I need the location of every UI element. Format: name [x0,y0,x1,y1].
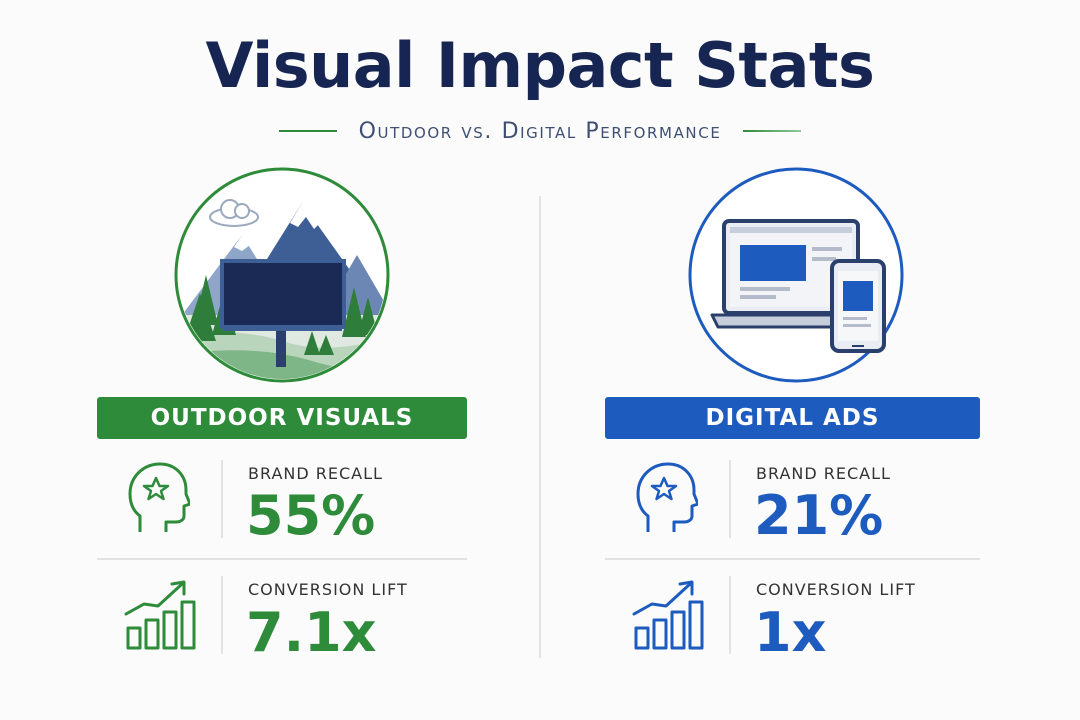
head-star-icon [128,462,190,532]
subtitle-line-left [278,130,337,132]
stat-separator [605,558,980,560]
growth-chart-icon [124,580,196,650]
conversion-lift-label: CONVERSION LIFT [248,580,408,599]
billboard-mountain-icon [174,167,390,383]
page-subtitle: Outdoor vs. Digital Performance [358,118,722,144]
brand-recall-label: BRAND RECALL [756,464,891,483]
digital-banner: DIGITAL ADS [605,397,980,439]
laptop-phone-icon [688,167,904,383]
brand-recall-label: BRAND RECALL [248,464,383,483]
conversion-lift-value: 1x [754,601,827,664]
stat-divider [729,460,731,538]
outdoor-panel: OUTDOOR VISUALS BRAND RECALL 55% CONVERS… [97,167,467,664]
page-title: Visual Impact Stats [205,29,875,102]
brand-recall-value: 55% [246,484,376,547]
stat-divider [221,460,223,538]
stat-divider [729,576,731,654]
stat-divider [221,576,223,654]
stat-separator [97,558,467,560]
outdoor-banner: OUTDOOR VISUALS [97,397,467,439]
subtitle-line-right [743,130,802,132]
conversion-lift-value: 7.1x [246,601,377,664]
growth-chart-icon [632,580,704,650]
head-star-icon [636,462,698,532]
subtitle-row: Outdoor vs. Digital Performance [0,116,1080,146]
conversion-lift-label: CONVERSION LIFT [756,580,916,599]
digital-panel: DIGITAL ADS BRAND RECALL 21% CONVERSION … [540,0,1080,720]
brand-recall-value: 21% [754,484,884,547]
center-divider [539,196,541,658]
